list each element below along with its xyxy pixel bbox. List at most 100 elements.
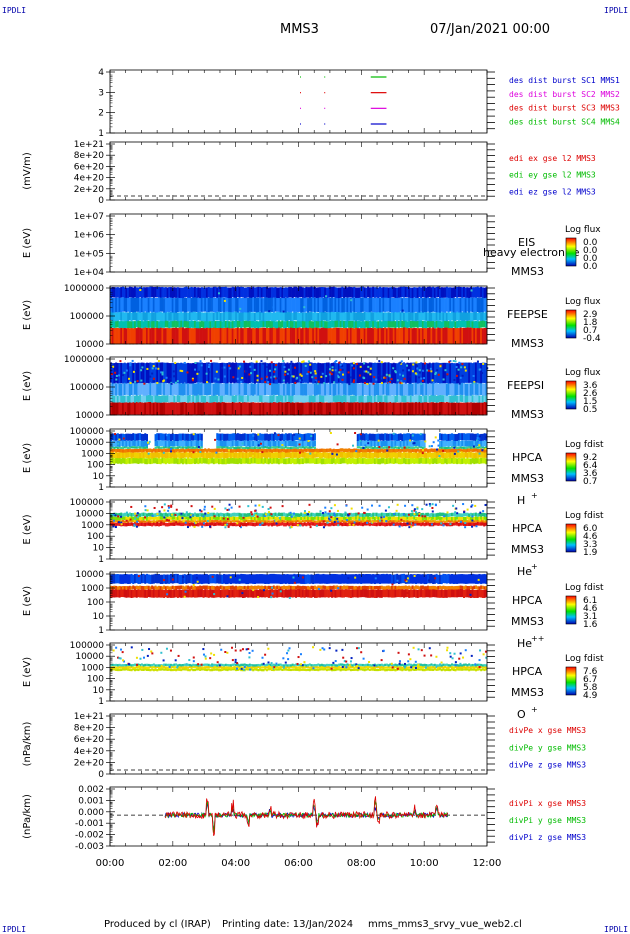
heatmap-cell xyxy=(447,441,450,447)
heatmap-speck xyxy=(434,373,437,376)
heatmap-cell xyxy=(454,446,457,449)
heatmap-cell xyxy=(416,522,419,526)
heatmap-cell xyxy=(320,452,323,459)
heatmap-speck xyxy=(275,364,278,367)
y-tick-label: 1e+04 xyxy=(74,268,105,278)
heatmap-speck xyxy=(115,374,118,377)
heatmap-cell xyxy=(156,402,159,416)
heatmap-cell xyxy=(219,327,222,344)
heatmap-speck xyxy=(292,375,295,378)
heatmap-cell xyxy=(343,448,346,453)
heatmap-cell xyxy=(144,512,147,517)
heatmap-speck xyxy=(454,360,457,363)
heatmap-cell xyxy=(169,395,172,403)
heatmap-cell xyxy=(187,458,190,464)
heatmap-cell xyxy=(445,297,448,312)
heatmap-cell xyxy=(173,311,176,321)
heatmap-cell xyxy=(139,522,142,526)
heatmap-cell xyxy=(276,402,279,416)
heatmap-cell xyxy=(408,395,411,403)
heatmap-cell xyxy=(262,327,265,344)
heatmap-cell xyxy=(262,516,265,521)
heatmap-cell xyxy=(247,452,250,459)
heatmap-cell xyxy=(423,458,426,464)
heatmap-cell xyxy=(214,513,217,517)
heatmap-cell xyxy=(428,362,431,383)
heatmap-cell xyxy=(396,328,399,345)
heatmap-cell xyxy=(178,382,181,396)
heatmap-speck xyxy=(128,380,131,383)
heatmap-cell xyxy=(437,522,440,526)
heatmap-cell xyxy=(291,402,294,415)
heatmap-cell xyxy=(262,298,265,313)
heatmap-speck xyxy=(457,368,460,371)
heatmap-cell xyxy=(372,321,375,329)
heatmap-speck xyxy=(472,374,475,377)
heatmap-cell xyxy=(442,433,445,441)
heatmap-cell xyxy=(133,382,137,395)
heatmap-speck xyxy=(478,452,481,455)
heatmap-speck xyxy=(154,367,157,370)
heatmap-cell xyxy=(427,286,430,298)
heatmap-cell xyxy=(375,449,378,453)
heatmap-cell xyxy=(310,521,313,526)
heatmap-cell xyxy=(247,448,250,452)
heatmap-speck xyxy=(437,439,440,442)
heatmap-speck xyxy=(141,366,144,369)
heatmap-cell xyxy=(221,383,224,396)
heatmap-cell xyxy=(437,362,440,384)
heatmap-cell xyxy=(432,448,435,453)
heatmap-cell xyxy=(351,320,354,328)
heatmap-cell xyxy=(464,287,467,298)
heatmap-cell xyxy=(284,287,287,298)
heatmap-cell xyxy=(173,452,176,459)
heatmap-cell xyxy=(281,328,284,345)
heatmap-cell xyxy=(144,363,147,384)
heatmap-cell xyxy=(248,362,251,383)
heatmap-cell xyxy=(485,516,488,521)
heatmap-cell xyxy=(456,522,459,526)
heatmap-cell xyxy=(267,297,270,313)
heatmap-cell xyxy=(164,328,167,345)
heatmap-cell xyxy=(449,452,452,459)
heatmap-cell xyxy=(310,297,313,312)
heatmap-cell xyxy=(370,362,373,383)
heatmap-cell xyxy=(466,446,469,449)
heatmap-cell xyxy=(178,287,181,298)
heatmap-cell xyxy=(288,321,291,329)
heatmap-cell xyxy=(240,402,243,416)
heatmap-cell xyxy=(375,321,378,329)
heatmap-cell xyxy=(351,457,354,464)
heatmap-cell xyxy=(128,451,131,458)
heatmap-speck xyxy=(422,369,425,372)
heatmap-speck xyxy=(481,372,484,375)
heatmap-cell xyxy=(176,434,179,442)
heatmap-speck xyxy=(320,371,323,374)
heatmap-cell xyxy=(199,512,202,517)
heatmap-cell xyxy=(293,513,296,517)
heatmap-cell xyxy=(283,512,286,517)
heatmap-cell xyxy=(469,448,472,452)
heatmap-cell xyxy=(274,382,277,396)
heatmap-cell xyxy=(372,452,375,459)
heatmap-cell xyxy=(469,286,472,298)
heatmap-cell xyxy=(373,448,376,453)
heatmap-cell xyxy=(161,451,164,458)
heatmap-cell xyxy=(135,383,138,396)
heatmap-speck xyxy=(269,383,272,386)
heatmap-cell xyxy=(157,516,160,520)
heatmap-cell xyxy=(372,448,375,452)
heatmap-cell xyxy=(212,320,215,328)
heatmap-cell xyxy=(288,395,291,403)
heatmap-cell xyxy=(235,522,238,527)
heatmap-cell xyxy=(130,440,133,447)
heatmap-cell xyxy=(409,446,412,449)
heatmap-cell xyxy=(356,395,359,403)
heatmap-speck xyxy=(484,447,487,450)
heatmap-cell xyxy=(351,395,354,403)
heatmap-cell xyxy=(324,362,327,384)
heatmap-cell xyxy=(276,440,279,446)
heatmap-cell xyxy=(228,522,231,527)
heatmap-cell xyxy=(307,328,310,345)
heatmap-cell xyxy=(259,311,262,321)
